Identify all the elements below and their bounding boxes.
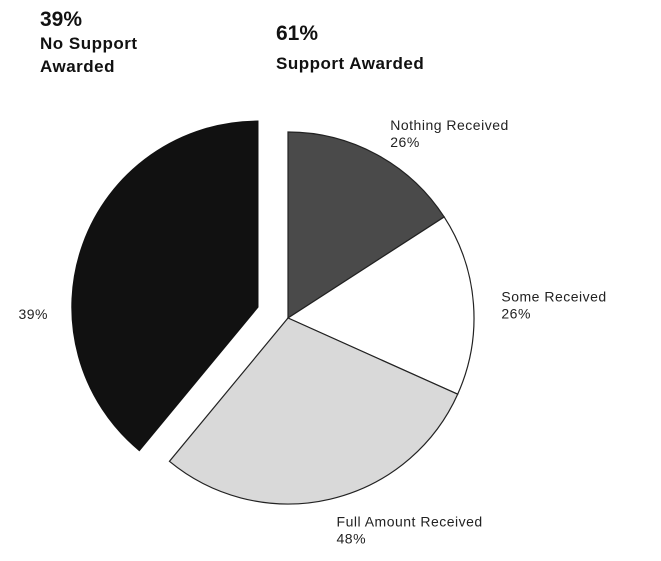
- group-heading: 39% No Support Awarded: [40, 8, 190, 78]
- slice-label: Some Received: [501, 289, 606, 305]
- pie-slice: [168, 317, 459, 505]
- group-value: 61%: [276, 22, 319, 45]
- slice-label: 39%: [18, 306, 48, 322]
- group-name: No Support Awarded: [40, 34, 138, 76]
- group-value: 39%: [40, 8, 83, 31]
- pie-slice: [286, 216, 475, 396]
- slice-label: 26%: [390, 134, 420, 150]
- pie-slice: [71, 120, 259, 452]
- pie-slice: [287, 131, 445, 320]
- slice-label: 26%: [501, 306, 531, 322]
- slice-label: Nothing Received: [390, 117, 509, 133]
- group-heading: 61% Support Awarded: [276, 22, 496, 75]
- slice-label: 48%: [337, 530, 367, 546]
- group-name: Support Awarded: [276, 54, 425, 73]
- slice-label: Full Amount Received: [337, 513, 483, 529]
